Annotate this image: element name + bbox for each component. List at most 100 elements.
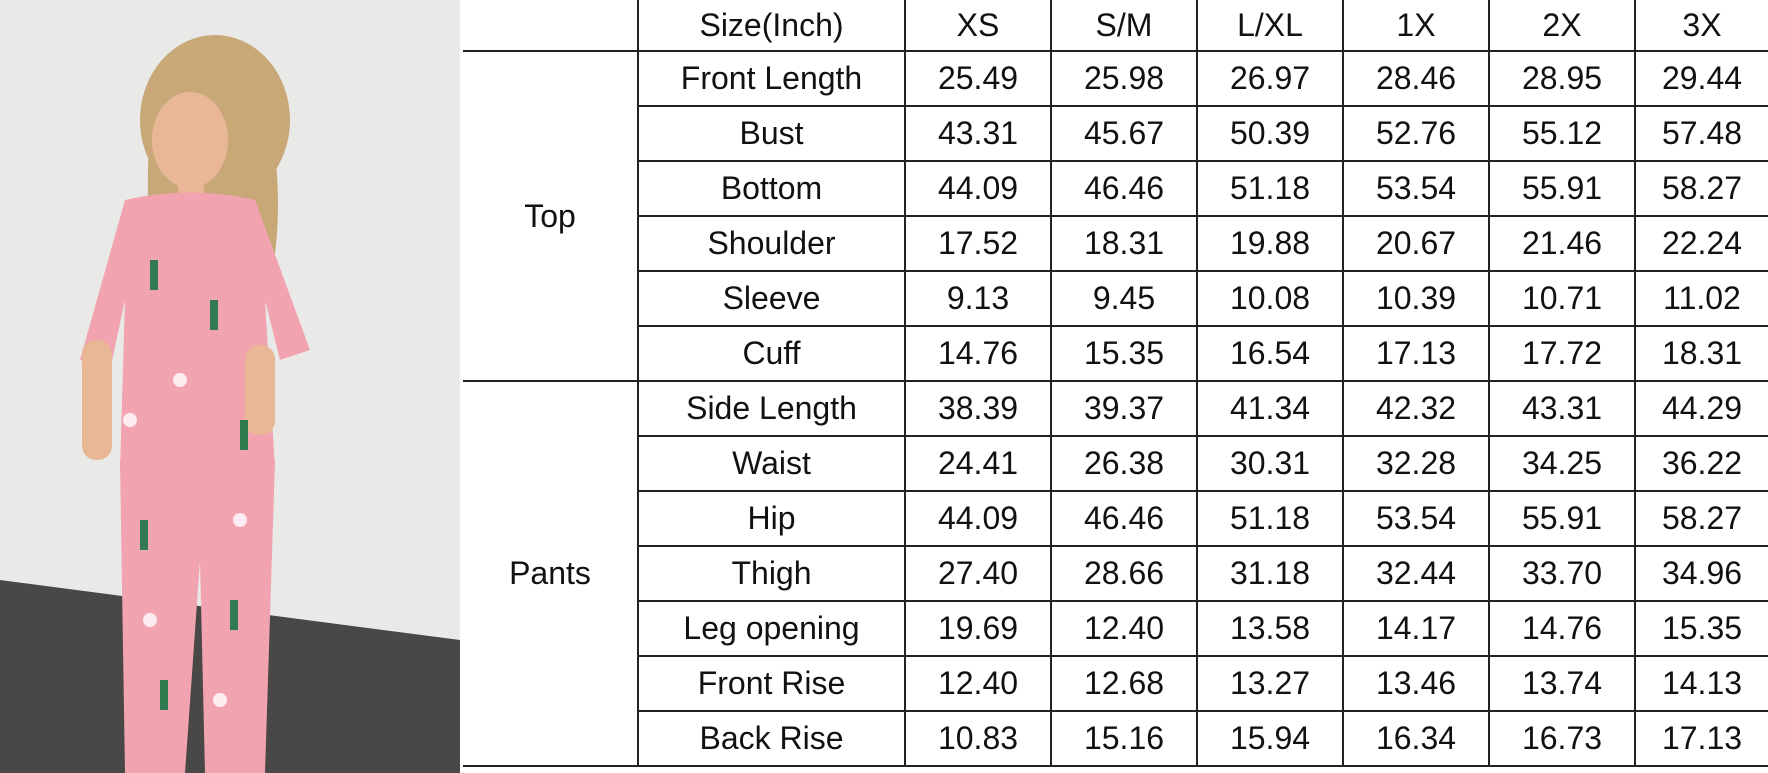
measurement-value: 27.40 xyxy=(904,545,1052,602)
size-chart-table: Size(Inch) XS S/M L/XL 1X 2X 3X Top Front Lengt… xyxy=(463,0,1768,767)
measurement-value: 20.67 xyxy=(1342,215,1490,272)
measurement-value: 39.37 xyxy=(1050,380,1198,437)
measurement-value: 33.70 xyxy=(1488,545,1636,602)
measurement-label: Bust xyxy=(637,105,906,162)
measurement-value: 46.46 xyxy=(1050,490,1198,547)
measurement-value: 58.27 xyxy=(1634,160,1768,217)
category-top: Top xyxy=(463,50,639,382)
measurement-label: Back Rise xyxy=(637,710,906,767)
measurement-value: 28.95 xyxy=(1488,50,1636,107)
header-size-label: Size(Inch) xyxy=(637,0,906,52)
measurement-value: 10.83 xyxy=(904,710,1052,767)
measurement-label: Cuff xyxy=(637,325,906,382)
measurement-value: 12.40 xyxy=(904,655,1052,712)
measurement-value: 13.58 xyxy=(1196,600,1344,657)
measurement-value: 29.44 xyxy=(1634,50,1768,107)
measurement-value: 17.72 xyxy=(1488,325,1636,382)
measurement-value: 51.18 xyxy=(1196,160,1344,217)
measurement-value: 55.12 xyxy=(1488,105,1636,162)
measurement-value: 57.48 xyxy=(1634,105,1768,162)
product-photo xyxy=(0,0,460,773)
measurement-value: 26.97 xyxy=(1196,50,1344,107)
measurement-label: Shoulder xyxy=(637,215,906,272)
table-row: Front Rise 12.40 12.68 13.27 13.46 13.74 14.13 xyxy=(463,655,1768,712)
measurement-value: 12.68 xyxy=(1050,655,1198,712)
measurement-label: Sleeve xyxy=(637,270,906,327)
measurement-value: 14.13 xyxy=(1634,655,1768,712)
table-row: Top Front Length 25.49 25.98 26.97 28.46 28.95… xyxy=(463,50,1768,382)
measurement-value: 28.46 xyxy=(1342,50,1490,107)
measurement-label: Leg opening xyxy=(637,600,906,657)
measurement-value: 16.73 xyxy=(1488,710,1636,767)
measurement-value: 46.46 xyxy=(1050,160,1198,217)
measurement-value: 15.16 xyxy=(1050,710,1198,767)
measurement-value: 10.08 xyxy=(1196,270,1344,327)
measurement-value: 10.71 xyxy=(1488,270,1636,327)
measurement-value: 53.54 xyxy=(1342,490,1490,547)
measurement-value: 11.02 xyxy=(1634,270,1768,327)
header-size-xs: XS xyxy=(904,0,1052,52)
measurement-value: 38.39 xyxy=(904,380,1052,437)
measurement-value: 13.27 xyxy=(1196,655,1344,712)
measurement-value: 19.69 xyxy=(904,600,1052,657)
measurement-value: 12.40 xyxy=(1050,600,1198,657)
measurement-value: 14.76 xyxy=(1488,600,1636,657)
header-size-sm: S/M xyxy=(1050,0,1198,52)
measurement-value: 26.38 xyxy=(1050,435,1198,492)
model-photo-illustration xyxy=(0,0,460,773)
measurement-label: Front Length xyxy=(637,50,906,107)
measurement-value: 10.39 xyxy=(1342,270,1490,327)
measurement-value: 21.46 xyxy=(1488,215,1636,272)
table-row: Hip 44.09 46.46 51.18 53.54 55.91 58.27 xyxy=(463,490,1768,547)
measurement-value: 14.76 xyxy=(904,325,1052,382)
measurement-value: 34.96 xyxy=(1634,545,1768,602)
measurement-value: 15.35 xyxy=(1050,325,1198,382)
measurement-value: 25.49 xyxy=(904,50,1052,107)
table-row: Pants Side Length 38.39 39.37 41.34 42.32 43.3… xyxy=(463,380,1768,767)
measurement-value: 42.32 xyxy=(1342,380,1490,437)
measurement-value: 15.94 xyxy=(1196,710,1344,767)
measurement-value: 44.29 xyxy=(1634,380,1768,437)
header-size-3x: 3X xyxy=(1634,0,1768,52)
header-row: Size(Inch) XS S/M L/XL 1X 2X 3X xyxy=(463,0,1768,52)
measurement-value: 34.25 xyxy=(1488,435,1636,492)
measurement-value: 18.31 xyxy=(1050,215,1198,272)
measurement-value: 19.88 xyxy=(1196,215,1344,272)
measurement-value: 32.44 xyxy=(1342,545,1490,602)
measurement-value: 36.22 xyxy=(1634,435,1768,492)
measurement-value: 43.31 xyxy=(904,105,1052,162)
table-row: Waist 24.41 26.38 30.31 32.28 34.25 36.22 xyxy=(463,435,1768,492)
measurement-label: Hip xyxy=(637,490,906,547)
header-size-2x: 2X xyxy=(1488,0,1636,52)
table-row: Thigh 27.40 28.66 31.18 32.44 33.70 34.96 xyxy=(463,545,1768,602)
header-size-1x: 1X xyxy=(1342,0,1490,52)
table-row: Bust 43.31 45.67 50.39 52.76 55.12 57.48 xyxy=(463,105,1768,162)
measurement-value: 45.67 xyxy=(1050,105,1198,162)
measurement-value: 28.66 xyxy=(1050,545,1198,602)
measurement-value: 17.52 xyxy=(904,215,1052,272)
measurement-value: 31.18 xyxy=(1196,545,1344,602)
measurement-value: 13.74 xyxy=(1488,655,1636,712)
measurement-value: 17.13 xyxy=(1634,710,1768,767)
measurement-value: 25.98 xyxy=(1050,50,1198,107)
category-pants: Pants xyxy=(463,380,639,767)
measurement-value: 50.39 xyxy=(1196,105,1344,162)
measurement-value: 44.09 xyxy=(904,160,1052,217)
table-row: Leg opening 19.69 12.40 13.58 14.17 14.76 15.3… xyxy=(463,600,1768,657)
table-row: Bottom 44.09 46.46 51.18 53.54 55.91 58.27 xyxy=(463,160,1768,217)
measurement-value: 58.27 xyxy=(1634,490,1768,547)
measurement-value: 13.46 xyxy=(1342,655,1490,712)
table-row: Sleeve 9.13 9.45 10.08 10.39 10.71 11.02 xyxy=(463,270,1768,327)
measurement-value: 32.28 xyxy=(1342,435,1490,492)
measurement-value: 55.91 xyxy=(1488,490,1636,547)
measurement-value: 52.76 xyxy=(1342,105,1490,162)
table-row: Shoulder 17.52 18.31 19.88 20.67 21.46 22.24 xyxy=(463,215,1768,272)
measurement-label: Bottom xyxy=(637,160,906,217)
measurement-label: Side Length xyxy=(637,380,906,437)
measurement-value: 43.31 xyxy=(1488,380,1636,437)
measurement-value: 24.41 xyxy=(904,435,1052,492)
measurement-value: 9.45 xyxy=(1050,270,1198,327)
measurement-value: 18.31 xyxy=(1634,325,1768,382)
table-row: Cuff 14.76 15.35 16.54 17.13 17.72 18.31 xyxy=(463,325,1768,382)
measurement-value: 22.24 xyxy=(1634,215,1768,272)
